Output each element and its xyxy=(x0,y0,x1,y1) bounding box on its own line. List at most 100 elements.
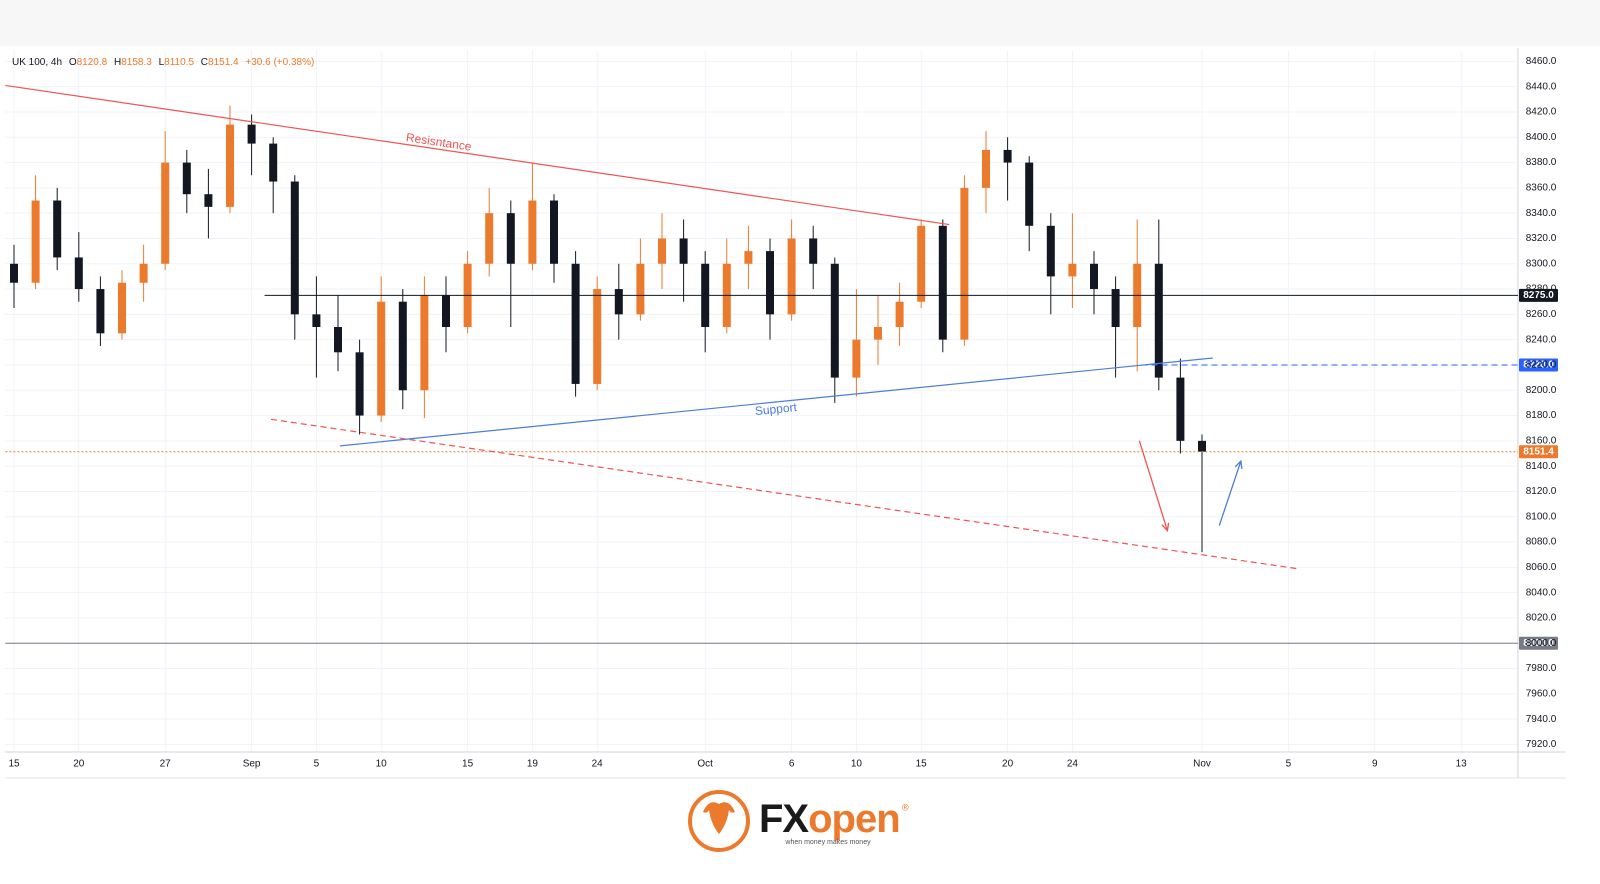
y-tick-label: 8260.0 xyxy=(1526,309,1557,320)
candle-body xyxy=(247,124,256,144)
logo-tagline: when money makes money xyxy=(784,839,871,846)
grid xyxy=(5,50,1518,752)
logo-fx: FX xyxy=(759,797,809,841)
y-tick-label: 8160.0 xyxy=(1526,435,1557,446)
candle-body xyxy=(269,143,278,182)
trendline xyxy=(270,418,1298,570)
candle-body xyxy=(658,238,666,264)
y-tick-label: 8000.0 xyxy=(1526,638,1557,649)
y-tick-label: 8200.0 xyxy=(1526,385,1557,396)
y-tick-label: 7960.0 xyxy=(1526,688,1557,699)
close-label: C xyxy=(201,57,208,68)
logo-text: FXopen xyxy=(759,797,900,841)
symbol: UK 100, 4h xyxy=(12,57,62,68)
trendline xyxy=(5,84,950,226)
candle-body xyxy=(10,263,18,283)
candle-body xyxy=(1176,377,1185,441)
x-tick-label: 5 xyxy=(1286,759,1292,770)
candle-body xyxy=(528,200,537,264)
candle-body xyxy=(1003,149,1012,163)
x-tick-label: Sep xyxy=(243,759,261,770)
price-level-label: 8151.4 xyxy=(1523,446,1554,457)
y-tick-label: 8020.0 xyxy=(1526,613,1557,624)
candle-body xyxy=(53,200,62,258)
y-tick-label: 8220.0 xyxy=(1526,360,1557,371)
y-tick-label: 8420.0 xyxy=(1526,107,1557,118)
candle-body xyxy=(485,213,494,264)
candle-body xyxy=(290,181,299,315)
y-tick-label: 8460.0 xyxy=(1526,56,1557,67)
candle-body xyxy=(312,314,321,328)
x-tick-label: 10 xyxy=(376,759,388,770)
price-level-label: 8000.0 xyxy=(1523,638,1554,649)
x-tick-label: Nov xyxy=(1193,759,1211,770)
x-tick-label: Oct xyxy=(697,759,713,770)
x-tick-label: 15 xyxy=(8,759,20,770)
candle-body xyxy=(506,213,515,264)
low-label: L xyxy=(159,57,165,68)
candle-body xyxy=(1198,440,1206,452)
header-text: UK 100, 4h O8120.8 H8158.3 L8110.5 C8151… xyxy=(12,57,314,68)
candle-body xyxy=(550,200,558,264)
candle-body xyxy=(1046,225,1055,277)
candle-body xyxy=(874,327,882,340)
x-tick-label: 5 xyxy=(314,759,320,770)
logo-open: open xyxy=(808,797,900,841)
x-tick-label: 9 xyxy=(1372,759,1378,770)
candle-body xyxy=(982,149,990,188)
x-tick-label: 27 xyxy=(160,759,172,770)
price-level-tag xyxy=(1519,445,1558,459)
plot-area: 8275.0 8220.0 8151.4 8000.0 xyxy=(5,84,1558,650)
x-tick-label: 24 xyxy=(1067,759,1079,770)
candle-body xyxy=(204,194,213,207)
price-level-tag xyxy=(1519,636,1558,650)
x-tick-label: 20 xyxy=(73,759,85,770)
candle-body xyxy=(161,162,170,264)
change-value: +30.6 (+0.38%) xyxy=(245,57,314,68)
candle-body xyxy=(355,352,364,416)
candle-body xyxy=(118,282,126,334)
candle-body xyxy=(895,301,904,328)
y-tick-label: 8380.0 xyxy=(1526,157,1557,168)
top-band xyxy=(0,0,1600,46)
logo-ring xyxy=(688,790,750,852)
candle-body xyxy=(420,295,429,391)
candle-body xyxy=(96,289,105,334)
candle-body xyxy=(74,257,83,290)
y-tick-label: 8060.0 xyxy=(1526,562,1557,573)
y-tick-label: 8360.0 xyxy=(1526,183,1557,194)
candle-body xyxy=(744,251,753,264)
candle-body xyxy=(226,124,234,207)
y-tick-label: 7920.0 xyxy=(1526,739,1557,750)
candle-body xyxy=(960,187,969,340)
logo-registered: ® xyxy=(902,802,909,812)
y-tick-label: 8300.0 xyxy=(1526,258,1557,269)
y-tick-label: 7940.0 xyxy=(1526,714,1557,725)
y-tick-label: 8080.0 xyxy=(1526,537,1557,548)
x-tick-label: 13 xyxy=(1456,759,1468,770)
candle-body xyxy=(636,263,645,315)
y-tick-label: 8040.0 xyxy=(1526,587,1557,598)
candle-body xyxy=(31,200,40,283)
candle-body xyxy=(1111,289,1120,328)
x-tick-label: 20 xyxy=(1002,759,1014,770)
candle-body xyxy=(1068,263,1077,277)
candle-body xyxy=(442,295,450,328)
y-tick-label: 8180.0 xyxy=(1526,410,1557,421)
arrow xyxy=(1138,440,1170,533)
y-tick-label: 7980.0 xyxy=(1526,663,1557,674)
candle-body xyxy=(614,289,623,315)
price-level-label: 8220.0 xyxy=(1523,360,1554,371)
open-value: 8120.8 xyxy=(77,57,108,68)
y-tick-label: 8120.0 xyxy=(1526,486,1557,497)
x-tick-label: 6 xyxy=(789,759,795,770)
candle-body xyxy=(593,289,602,384)
logo: FXopen ® when money makes money xyxy=(688,790,909,852)
x-tick-label: 19 xyxy=(527,759,539,770)
candle-body xyxy=(1025,162,1034,226)
support-label: Support xyxy=(754,400,798,418)
candle-body xyxy=(139,263,148,283)
candle-body xyxy=(679,238,688,264)
